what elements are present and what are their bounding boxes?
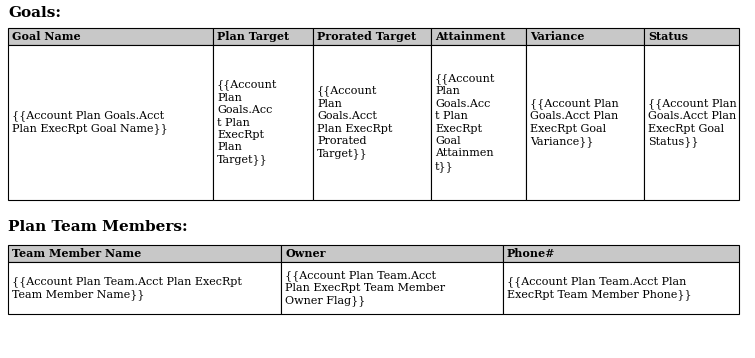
Text: Goal Name: Goal Name: [12, 31, 81, 42]
Text: Owner: Owner: [285, 248, 325, 259]
Bar: [644, 28, 739, 45]
Bar: [281, 262, 503, 314]
Text: Team Member Name: Team Member Name: [12, 248, 141, 259]
Text: Attainment: Attainment: [435, 31, 505, 42]
Text: Plan Target: Plan Target: [217, 31, 289, 42]
Bar: [431, 45, 526, 200]
Bar: [213, 45, 313, 200]
Bar: [503, 262, 739, 314]
Bar: [8, 245, 281, 262]
Text: Plan Team Members:: Plan Team Members:: [8, 220, 188, 234]
Text: {{Account Plan Team.Acct
Plan ExecRpt Team Member
Owner Flag}}: {{Account Plan Team.Acct Plan ExecRpt Te…: [285, 270, 445, 306]
Text: {{Account Plan
Goals.Acct Plan
ExecRpt Goal
Status}}: {{Account Plan Goals.Acct Plan ExecRpt G…: [648, 98, 737, 147]
Text: {{Account
Plan
Goals.Acc
t Plan
ExecRpt
Goal
Attainmen
t}}: {{Account Plan Goals.Acc t Plan ExecRpt …: [435, 73, 495, 172]
Text: {{Account Plan Goals.Acct
Plan ExecRpt Goal Name}}: {{Account Plan Goals.Acct Plan ExecRpt G…: [12, 111, 168, 135]
Bar: [8, 262, 281, 314]
Text: {{Account
Plan
Goals.Acct
Plan ExecRpt
Prorated
Target}}: {{Account Plan Goals.Acct Plan ExecRpt P…: [317, 86, 393, 159]
Text: Goals:: Goals:: [8, 6, 61, 20]
Bar: [8, 45, 213, 200]
Bar: [526, 45, 644, 200]
Text: Phone#: Phone#: [507, 248, 556, 259]
Bar: [281, 245, 503, 262]
Bar: [213, 28, 313, 45]
Bar: [431, 28, 526, 45]
Text: {{Account Plan Team.Acct Plan
ExecRpt Team Member Phone}}: {{Account Plan Team.Acct Plan ExecRpt Te…: [507, 276, 692, 300]
Bar: [313, 28, 431, 45]
Text: {{Account
Plan
Goals.Acc
t Plan
ExecRpt
Plan
Target}}: {{Account Plan Goals.Acc t Plan ExecRpt …: [217, 79, 277, 165]
Bar: [503, 245, 739, 262]
Bar: [526, 28, 644, 45]
Text: {{Account Plan
Goals.Acct Plan
ExecRpt Goal
Variance}}: {{Account Plan Goals.Acct Plan ExecRpt G…: [530, 98, 619, 147]
Text: {{Account Plan Team.Acct Plan ExecRpt
Team Member Name}}: {{Account Plan Team.Acct Plan ExecRpt Te…: [12, 276, 242, 300]
Bar: [313, 45, 431, 200]
Bar: [8, 28, 213, 45]
Text: Prorated Target: Prorated Target: [317, 31, 416, 42]
Bar: [644, 45, 739, 200]
Text: Status: Status: [648, 31, 688, 42]
Text: Variance: Variance: [530, 31, 584, 42]
